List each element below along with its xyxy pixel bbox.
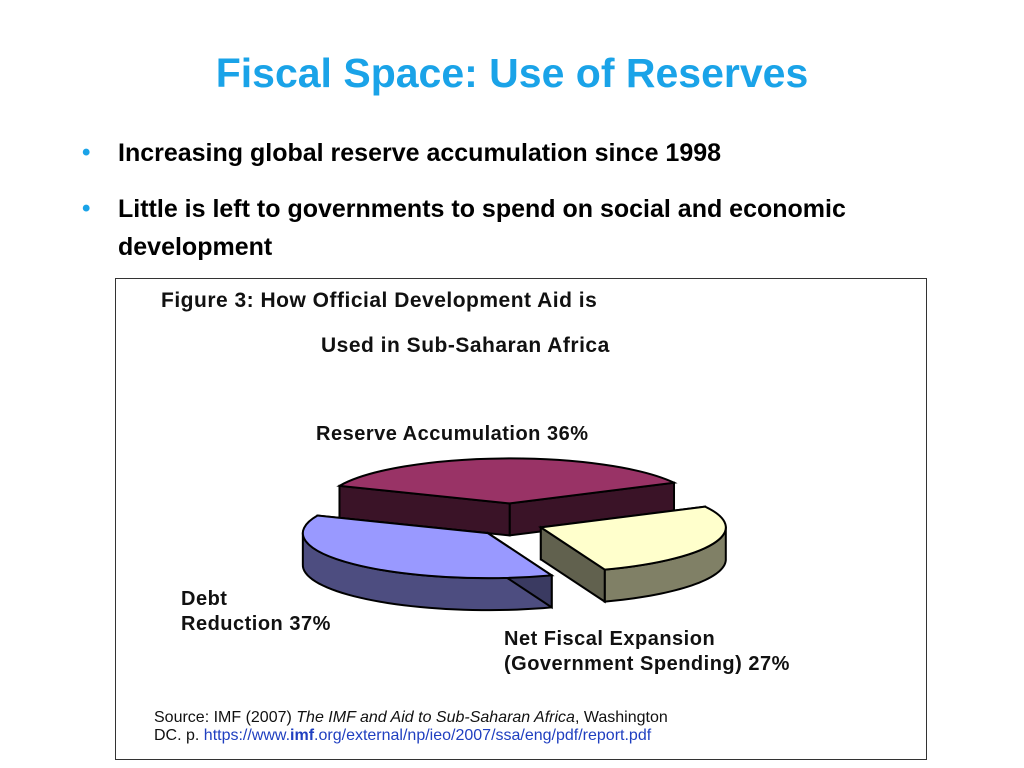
label-reserve-line-1: Reserve Accumulation 36% [316,423,589,445]
link-part-1: https://www. [203,727,291,744]
bullet-icon: • [82,139,91,166]
pie-chart [301,457,727,612]
bullet-text-1: Increasing global reserve accumulation s… [118,139,722,167]
figure-title-line-2: Used in Sub-Saharan Africa [321,334,610,357]
link-part-3: .org/external/np/ieo/2007/ssa/eng/pdf/re… [314,727,652,744]
figure-source: Source: IMF (2007) The IMF and Aid to Su… [154,709,924,745]
slice-top-debt-reduction [301,514,555,580]
slide-title: Fiscal Space: Use of Reserves [215,50,809,96]
label-net-fiscal-expansion: Net Fiscal Expansion (Government Spendin… [504,627,790,677]
bullet-text-2: Little is left to governments to spend o… [118,195,846,261]
source-suffix: , Washington [574,709,668,726]
label-debt-line-1: Debt [181,588,228,610]
label-reserve-accumulation: Reserve Accumulation 36% [316,422,588,447]
bullet-item-1: • Increasing global reserve accumulation… [78,134,998,172]
source-line-1: Source: IMF (2007) The IMF and Aid to Su… [154,709,924,727]
bullet-list: • Increasing global reserve accumulation… [78,134,998,284]
label-debt-line-2: Reduction 37% [181,613,331,635]
bullet-item-2: • Little is left to governments to spend… [78,190,998,266]
bullet-icon: • [82,195,91,222]
slice-top-reserve-accumulation [336,457,678,505]
figure-frame: Figure 3: How Official Development Aid i… [115,278,927,760]
figure-title-line-1: Figure 3: How Official Development Aid i… [161,289,598,312]
source-prefix: Source: IMF (2007) [154,709,297,726]
source-title: The IMF and Aid to Sub-Saharan Africa [296,709,575,726]
link-part-2: imf [290,727,315,744]
source-link[interactable]: https://www.imf.org/external/np/ieo/2007… [204,727,651,744]
label-debt-reduction: Debt Reduction 37% [181,587,331,637]
slice-top-net-fiscal-expansion [538,505,727,571]
source-line-2: DC. p. https://www.imf.org/external/np/i… [154,727,924,745]
label-fiscal-line-2: (Government Spending) 27% [504,653,790,675]
label-fiscal-line-1: Net Fiscal Expansion [504,628,716,650]
source-page: DC. p. [154,727,204,744]
